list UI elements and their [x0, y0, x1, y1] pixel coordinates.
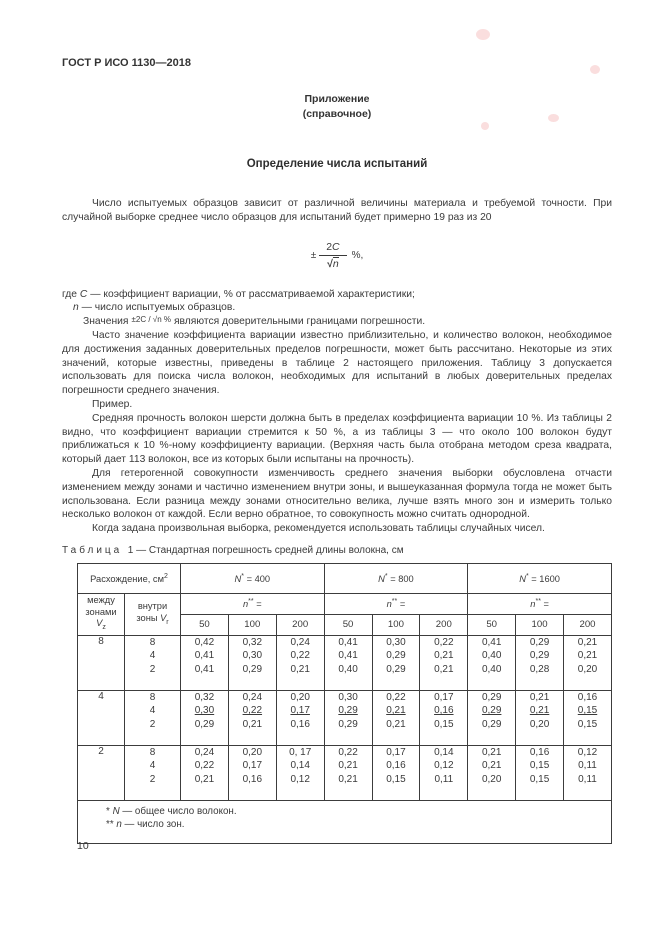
table-caption: Таблица 1 — Стандартная погрешность сред… — [62, 544, 404, 556]
plus-minus-sign: ± — [310, 250, 317, 262]
cell-value: 0,17 0,16 0,15 — [371, 744, 421, 801]
table-1: Расхождение, см2 N* = 400 N* = 800 N* = … — [77, 562, 612, 844]
cell-vz: 4 — [77, 689, 125, 746]
header-between-zones: между зонами Vz — [77, 592, 125, 636]
where-line-n: n — число испытуемых образцов. — [73, 302, 236, 314]
annex-label: Приложение — [304, 93, 370, 105]
fraction-denominator: √n — [327, 256, 339, 271]
numerator-coefficient: 2 — [326, 240, 333, 253]
cell-value: 0,21 0,21 0,20 — [515, 689, 564, 746]
cell-value: 0,24 0,22 0,21 — [227, 689, 277, 746]
radical-sign: √ — [327, 257, 333, 270]
paragraph: Когда задана произвольная выборка, реком… — [92, 523, 545, 535]
scan-artifact — [590, 65, 600, 74]
fraction: 2C √n — [319, 240, 347, 271]
intro-paragraph: Число испытуемых образцов зависит от раз… — [62, 198, 612, 223]
paragraph: Часто значение коэффициента вариации изв… — [62, 329, 612, 397]
page-title: Определение числа испытаний — [246, 158, 428, 170]
header-count: 100 — [371, 613, 421, 636]
cell-vz: 8 — [77, 634, 125, 691]
header-n-400: N* = 400 — [180, 562, 325, 594]
header-n-zones: n** = — [180, 592, 325, 615]
where-line-c: где C — коэффициент вариации, % от рассм… — [62, 288, 415, 300]
table-row-group: 2 8 4 2 0,24 0,22 0,21 0,20 0,17 0,16 0, 17 0,14 0,1… — [77, 744, 612, 801]
cell-value: 0,30 0,29 0,29 — [323, 689, 373, 746]
header-count: 100 — [515, 613, 564, 636]
formula-display: ± 2C √n %, — [62, 237, 612, 275]
cell-value: 0,21 0,21 0,20 — [467, 744, 517, 801]
denominator-variable: n — [332, 256, 339, 270]
table-row-group: 8 8 4 2 0,42 0,41 0,41 0,32 0,30 0,29 0,24 0,22 0,21… — [77, 634, 612, 691]
cell-value: 0,16 0,15 0,15 — [515, 744, 564, 801]
header-n-zones: n** = — [323, 592, 469, 615]
scan-artifact — [481, 122, 489, 130]
header-within-zone: внутри зоны Vr — [124, 592, 181, 636]
where-list: где C — коэффициент вариации, % от рассм… — [62, 288, 612, 329]
cell-value: 0,24 0,22 0,21 — [275, 634, 325, 691]
scan-artifact — [548, 114, 559, 122]
cell-value: 0,41 0,40 0,40 — [467, 634, 517, 691]
formula-suffix: %, — [351, 250, 364, 262]
cell-value: 0,22 0,21 0,21 — [419, 634, 469, 691]
header-n-1600: N* = 1600 — [467, 562, 612, 594]
annex-kind: (справочное) — [302, 108, 372, 120]
header-n-800: N* = 800 — [323, 562, 469, 594]
paragraph: Для гетерогенной совокупности изменчивос… — [62, 467, 612, 521]
header-count: 50 — [323, 613, 373, 636]
cell-value: 0,20 0,17 0,16 — [227, 744, 277, 801]
numerator-variable: C — [332, 240, 340, 253]
where-line-values: Значения ±2C / √n % являются доверительным… — [83, 315, 426, 328]
cell-value: 0,14 0,12 0,11 — [419, 744, 469, 801]
header-count: 200 — [563, 613, 612, 636]
cell-value: 0,21 0,21 0,20 — [563, 634, 612, 691]
cell-value: 0,16 0,15 0,15 — [563, 689, 612, 746]
page-content: ГОСТ Р ИСО 1130—2018 Приложение (справоч… — [62, 0, 612, 844]
header-discrepancy: Расхождение, см2 — [77, 562, 181, 594]
document-reference: ГОСТ Р ИСО 1130—2018 — [62, 57, 192, 69]
fraction-numerator: 2C — [319, 240, 347, 256]
footnote: ** n — число зон. — [106, 819, 185, 831]
scan-artifact — [476, 29, 490, 40]
table-row-group: 4 8 4 2 0,32 0,30 0,29 0,24 0,22 0,21 0,20 0,17 0,16… — [77, 689, 612, 746]
cell-value: 0,12 0,11 0,11 — [563, 744, 612, 801]
header-count: 50 — [180, 613, 229, 636]
header-count: 50 — [467, 613, 517, 636]
table-footnotes: * N — общее число волокон. ** n — число … — [77, 799, 612, 844]
cell-value: 0,32 0,30 0,29 — [227, 634, 277, 691]
cell-value: 0,29 0,29 0,29 — [467, 689, 517, 746]
footnote: * N — общее число волокон. — [106, 805, 237, 817]
page-number: 10 — [77, 840, 89, 852]
cell-value: 0,24 0,22 0,21 — [180, 744, 229, 801]
header-n-zones: n** = — [467, 592, 612, 615]
cell-value: 0,17 0,16 0,15 — [419, 689, 469, 746]
cell-value: 0,29 0,29 0,28 — [515, 634, 564, 691]
cell-value: 0,30 0,29 0,29 — [371, 634, 421, 691]
cell-value: 0,32 0,30 0,29 — [180, 689, 229, 746]
cell-value: 0,20 0,17 0,16 — [275, 689, 325, 746]
cell-value: 0,22 0,21 0,21 — [323, 744, 373, 801]
paragraph: Пример. — [92, 398, 133, 410]
annex-heading: Приложение (справочное) — [62, 92, 612, 122]
header-count: 200 — [275, 613, 325, 636]
cell-value: 0,42 0,41 0,41 — [180, 634, 229, 691]
inline-formula: ±2C / √n % — [131, 315, 171, 325]
cell-value: 0, 17 0,14 0,12 — [275, 744, 325, 801]
cell-vz: 2 — [77, 744, 125, 801]
cell-value: 0,41 0,41 0,40 — [323, 634, 373, 691]
header-count: 100 — [227, 613, 277, 636]
cell-value: 0,22 0,21 0,21 — [371, 689, 421, 746]
paragraph: Средняя прочность волокон шерсти должна … — [62, 412, 612, 466]
header-count: 200 — [419, 613, 469, 636]
